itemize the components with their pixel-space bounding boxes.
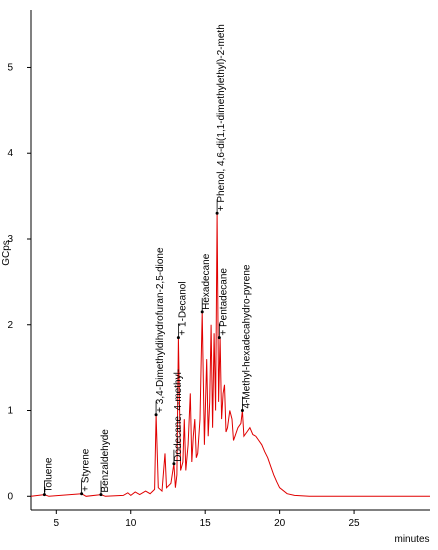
annotation-point: [80, 492, 84, 496]
x-tick-label: 20: [274, 518, 286, 529]
y-tick-label: 3: [7, 234, 13, 245]
x-axis-label: minutes: [394, 534, 429, 545]
y-tick-label: 2: [7, 320, 13, 331]
annotation-label: Dodecane, 4-methyl-: [173, 369, 184, 462]
annotation-label: + Styrene: [81, 448, 92, 492]
y-tick-label: 4: [7, 148, 13, 159]
annotation-point: [172, 462, 176, 466]
x-tick-label: 15: [200, 518, 212, 529]
annotation-point: [240, 409, 244, 413]
x-tick-label: 10: [125, 518, 137, 529]
annotation-point: [154, 413, 158, 417]
y-axis-label: GCps: [1, 240, 12, 266]
y-tick-label: 5: [7, 62, 13, 73]
annotation-point: [176, 336, 180, 340]
annotation-point: [42, 493, 46, 497]
trace: [30, 213, 430, 497]
annotation-point: [217, 336, 221, 340]
annotation-label: + Phenol, 4,6-di(1,1-dimethylethyl)-2-me…: [216, 24, 227, 211]
x-tick-label: 25: [349, 518, 361, 529]
y-tick-label: 0: [7, 491, 13, 502]
y-tick-label: 1: [7, 406, 13, 417]
annotation-point: [215, 211, 219, 215]
annotation-point: [200, 310, 204, 314]
annotation-label: Hexadecane: [201, 253, 212, 310]
annotation-label: Benzaldehyde: [100, 429, 111, 493]
annotation-label: + 3,4-Dimethyldihydrofuran-2,5-dione: [155, 247, 166, 413]
annotation-label: + 1-Decanol: [177, 281, 188, 335]
annotation-point: [99, 493, 103, 497]
x-tick-label: 5: [54, 518, 60, 529]
annotation-label: Toluene: [43, 457, 54, 492]
annotation-label: + Pentadecane: [218, 268, 229, 336]
annotation-label: 4-Methyl-hexadecahydro-pyrene: [241, 264, 252, 408]
